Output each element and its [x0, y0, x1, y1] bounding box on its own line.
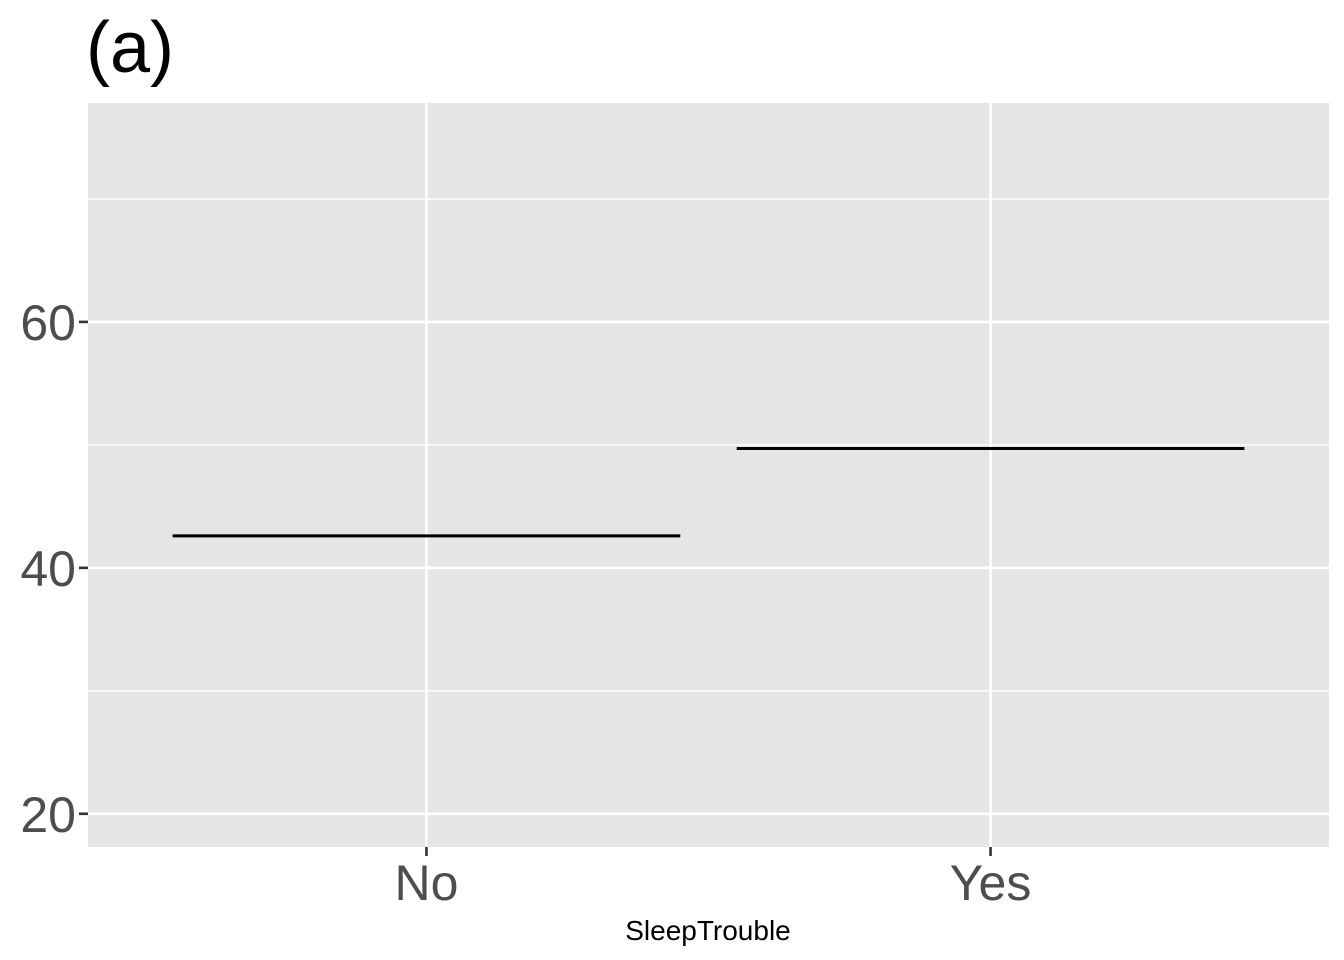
x-tick-label: Yes: [950, 855, 1032, 911]
x-axis: No Yes: [394, 847, 1031, 911]
x-axis-title: SleepTrouble: [625, 915, 791, 946]
plot-panel: [88, 103, 1329, 847]
grid-major: [88, 103, 1329, 847]
y-tick-label: 20: [20, 787, 76, 843]
y-axis: 20 40 60: [20, 295, 88, 843]
x-tick-label: No: [394, 855, 458, 911]
y-tick-label: 60: [20, 295, 76, 351]
grid-minor: [88, 198, 1329, 692]
data-marks: [172, 447, 1245, 538]
y-tick-label: 40: [20, 541, 76, 597]
chart-title: (a): [86, 8, 174, 88]
